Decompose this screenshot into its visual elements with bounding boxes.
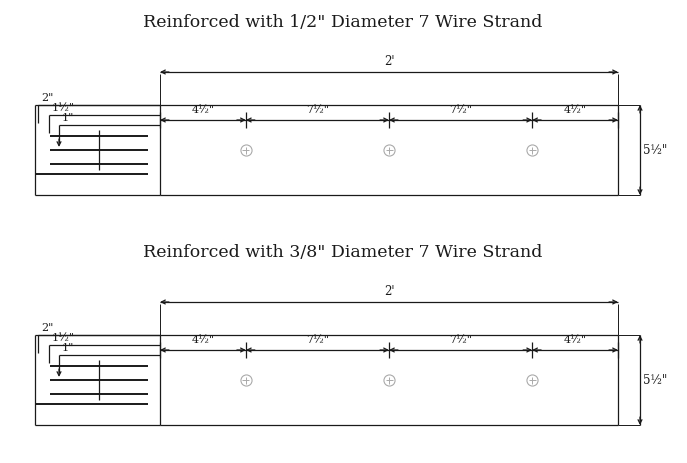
Text: 1": 1" xyxy=(62,113,74,123)
Text: 5½": 5½" xyxy=(643,374,667,387)
Text: 2': 2' xyxy=(384,285,394,298)
Text: 1½": 1½" xyxy=(52,333,75,343)
Text: 1½": 1½" xyxy=(52,103,75,113)
Text: 5½": 5½" xyxy=(643,144,667,156)
Text: 7½": 7½" xyxy=(306,105,329,115)
Text: 1": 1" xyxy=(62,343,74,353)
Text: 2": 2" xyxy=(41,93,54,103)
Text: 2': 2' xyxy=(384,55,394,68)
Text: 4½": 4½" xyxy=(563,335,587,345)
Text: 4½": 4½" xyxy=(192,335,214,345)
Text: 7½": 7½" xyxy=(306,335,329,345)
Text: Reinforced with 1/2" Diameter 7 Wire Strand: Reinforced with 1/2" Diameter 7 Wire Str… xyxy=(144,14,543,31)
Text: 4½": 4½" xyxy=(192,105,214,115)
Text: Reinforced with 3/8" Diameter 7 Wire Strand: Reinforced with 3/8" Diameter 7 Wire Str… xyxy=(144,244,543,261)
Text: 2": 2" xyxy=(41,323,54,333)
Text: 7½": 7½" xyxy=(449,335,472,345)
Text: 7½": 7½" xyxy=(449,105,472,115)
Text: 4½": 4½" xyxy=(563,105,587,115)
